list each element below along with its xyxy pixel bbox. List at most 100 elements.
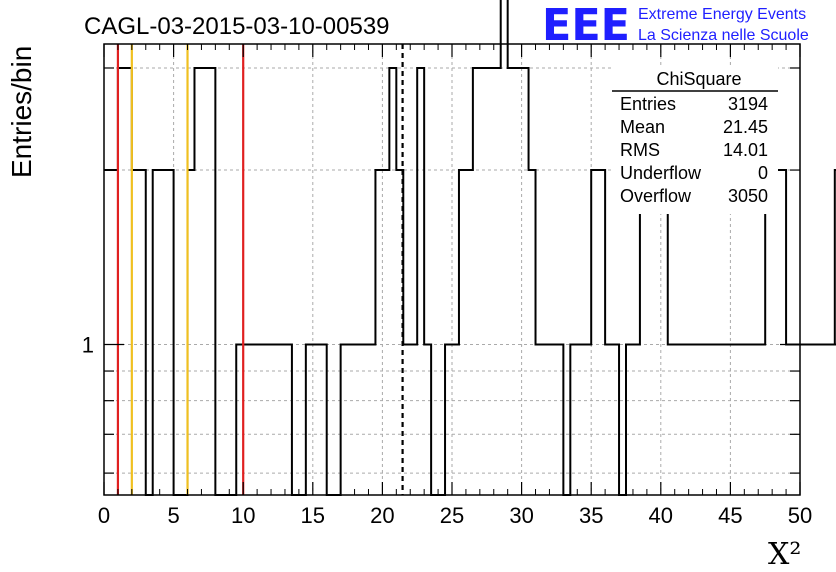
histogram-bin xyxy=(549,345,556,495)
histogram-bin xyxy=(584,345,591,495)
histogram-bin xyxy=(389,68,396,495)
histogram-bin xyxy=(201,68,208,495)
x-tick-label: 5 xyxy=(167,503,179,528)
histogram-bin xyxy=(668,345,675,495)
stats-title: ChiSquare xyxy=(656,69,741,89)
histogram-bin xyxy=(612,345,619,495)
histogram-bin xyxy=(341,345,348,495)
histogram-bin xyxy=(250,345,257,495)
x-axis-label: X² xyxy=(768,537,801,572)
histogram-bin xyxy=(285,345,292,495)
histogram-bin xyxy=(167,170,174,495)
histogram-bin xyxy=(598,170,605,495)
histogram-bin xyxy=(570,345,577,495)
histogram-bin xyxy=(626,345,633,495)
stats-label: Overflow xyxy=(620,186,692,206)
histogram-bin xyxy=(772,170,779,495)
x-tick-label: 30 xyxy=(509,503,533,528)
histogram-bin xyxy=(362,345,369,495)
histogram-bin xyxy=(494,68,501,495)
histogram-bin xyxy=(591,170,598,495)
histogram-bin xyxy=(348,345,355,495)
eee-logo-mark: EEE xyxy=(542,0,630,51)
histogram-bin xyxy=(723,345,730,495)
histogram-bin xyxy=(208,68,215,495)
histogram-bin xyxy=(313,345,320,495)
x-tick-label: 10 xyxy=(231,503,255,528)
histogram-bin xyxy=(556,345,563,495)
histogram-bin xyxy=(661,170,668,495)
stats-value: 14.01 xyxy=(723,140,768,160)
histogram-bin xyxy=(382,170,389,495)
histogram-bin xyxy=(696,345,703,495)
histogram-bin xyxy=(716,345,723,495)
histogram-bin xyxy=(160,170,167,495)
x-tick-label: 0 xyxy=(98,503,110,528)
histogram-bin xyxy=(501,0,508,495)
histogram-bin xyxy=(417,68,424,495)
y-axis-label: Entries/bin xyxy=(6,46,37,178)
histogram-bin xyxy=(368,345,375,495)
stats-label: Mean xyxy=(620,117,665,137)
histogram-bin xyxy=(264,345,271,495)
histogram-bin xyxy=(515,68,522,495)
histogram-bin xyxy=(257,345,264,495)
histogram-bin xyxy=(508,68,515,495)
stats-box: ChiSquare Entries 3194 Mean 21.45 RMS 14.01 Und… xyxy=(612,66,778,214)
stats-value: 3194 xyxy=(728,94,768,114)
histogram-bin xyxy=(320,345,327,495)
histogram-bin xyxy=(654,170,661,495)
histogram-bin xyxy=(424,345,431,495)
histogram-bin xyxy=(577,345,584,495)
histogram-bin xyxy=(682,345,689,495)
x-tick-label: 15 xyxy=(301,503,325,528)
histogram-bin xyxy=(459,170,466,495)
histogram-bin xyxy=(153,170,160,495)
eee-logo: EEE Extreme Energy Events La Scienza nel… xyxy=(542,0,809,51)
histogram-bin xyxy=(640,170,647,495)
x-tick-label: 25 xyxy=(440,503,464,528)
histogram-bin xyxy=(605,345,612,495)
stats-label: Underflow xyxy=(620,163,702,183)
histogram-bin xyxy=(194,68,201,495)
x-tick-label: 40 xyxy=(649,503,673,528)
histogram-bin xyxy=(744,345,751,495)
histogram-bin xyxy=(466,170,473,495)
stats-value: 3050 xyxy=(728,186,768,206)
reference-lines xyxy=(116,44,404,495)
histogram-bin xyxy=(730,345,737,495)
histogram-bin xyxy=(793,345,800,495)
histogram-bin xyxy=(779,170,786,495)
histogram-bin xyxy=(473,68,480,495)
histogram-bin xyxy=(800,345,807,495)
histogram-bin xyxy=(278,345,285,495)
histogram-bin xyxy=(522,68,529,495)
histogram-bin xyxy=(104,170,111,495)
logo-line-2: La Scienza nelle Scuole xyxy=(638,27,809,44)
histogram-bin xyxy=(647,170,654,495)
y-axis-ticks: 1 xyxy=(82,67,800,474)
stats-value: 21.45 xyxy=(723,117,768,137)
histogram-bin xyxy=(737,345,744,495)
x-tick-label: 45 xyxy=(718,503,742,528)
histogram-bin xyxy=(751,345,758,495)
histogram-bin xyxy=(410,345,417,495)
chart-title: CAGL-03-2015-03-10-00539 xyxy=(84,13,390,40)
histogram-bin xyxy=(675,345,682,495)
x-tick-label: 20 xyxy=(370,503,394,528)
histogram-bin xyxy=(828,345,835,495)
histogram-bin xyxy=(786,345,793,495)
logo-line-1: Extreme Energy Events xyxy=(638,6,806,23)
x-axis-ticks: 0 5 10 15 20 25 30 35 40 45 50 xyxy=(98,44,812,528)
stats-label: RMS xyxy=(620,140,660,160)
histogram-bin xyxy=(633,345,640,495)
stats-value: 0 xyxy=(758,163,768,183)
histogram-bin xyxy=(403,345,410,495)
histogram-bin xyxy=(758,345,765,495)
histogram-bin xyxy=(445,345,452,495)
histogram-bin xyxy=(355,345,362,495)
histogram-bin xyxy=(452,345,459,495)
x-tick-label: 50 xyxy=(788,503,812,528)
y-tick-label: 1 xyxy=(82,333,94,358)
histogram-bin xyxy=(375,170,382,495)
